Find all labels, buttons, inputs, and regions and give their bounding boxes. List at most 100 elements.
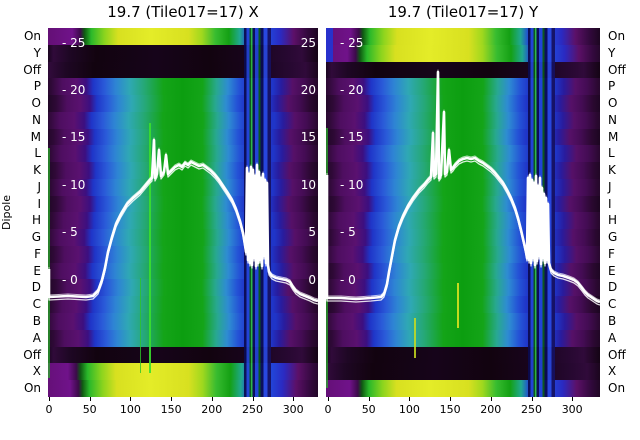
x-tick-label: 300 <box>282 403 304 416</box>
row-label-f: F <box>608 246 615 261</box>
accent-line <box>48 148 50 378</box>
accent-line <box>149 123 151 373</box>
response-curve-strand <box>48 137 318 300</box>
row-label-i: I <box>37 196 41 211</box>
row-label-on: On <box>608 381 626 396</box>
row-label-off: Off <box>23 347 41 362</box>
row-label-e: E <box>33 263 41 278</box>
row-label-c: C <box>608 297 617 312</box>
x-tick-mark <box>531 397 533 401</box>
dipole-labels-right: On Y Off P O N M L K J I H G F E D C B A Off X On <box>608 28 640 397</box>
inner-ytick-label: - 10 <box>62 178 86 192</box>
row-label-i: I <box>608 196 612 211</box>
inner-ytick-label: - 0 <box>62 273 78 287</box>
row-label-l: L <box>608 146 615 161</box>
row-label-h: H <box>608 213 618 228</box>
row-label-j: J <box>37 179 41 194</box>
inner-ytick-label: - 20 <box>340 83 364 97</box>
inner-ytick-label: - 15 <box>62 130 86 144</box>
panel-y-title: 19.7 (Tile017=17) Y <box>387 3 539 21</box>
edge-ytick-label: 15 <box>300 130 316 144</box>
row-label-j: J <box>608 179 612 194</box>
x-tick-label: 50 <box>82 403 97 416</box>
row-label-x: X <box>32 364 41 379</box>
x-tick-label: 100 <box>398 403 420 416</box>
x-tick-label: 0 <box>45 403 53 416</box>
row-label-k: K <box>608 163 616 178</box>
x-tick-label: 200 <box>201 403 223 416</box>
inner-ytick-label: - 15 <box>340 130 364 144</box>
response-curve-strand <box>48 142 318 305</box>
x-tick-label: 100 <box>119 403 141 416</box>
x-tick-mark <box>368 397 370 401</box>
inner-ytick-label: - 20 <box>62 83 86 97</box>
x-tick-mark <box>89 397 91 401</box>
x-tick-mark <box>130 397 132 401</box>
accent-line <box>414 318 416 358</box>
heatmap-panel-x: - 25 - 20 - 15 - 10 - 5 - 0 25 20 15 10 5 0 <box>48 28 318 397</box>
row-label-y: Y <box>33 45 41 60</box>
edge-ytick-label: 5 <box>308 225 316 239</box>
row-label-b: B <box>32 314 41 329</box>
inner-ytick-label: - 5 <box>62 225 78 239</box>
x-tick-label: 150 <box>439 403 461 416</box>
edge-ytick-label: 10 <box>300 178 316 192</box>
row-label-n: N <box>32 112 41 127</box>
x-tick-mark <box>328 397 329 401</box>
row-label-n: N <box>608 112 617 127</box>
row-label-off: Off <box>608 62 626 77</box>
x-tick-label: 300 <box>561 403 583 416</box>
x-tick-mark <box>450 397 452 401</box>
row-label-p: P <box>33 79 41 94</box>
row-label-o: O <box>608 96 618 111</box>
inner-ytick-label: - 25 <box>62 36 86 50</box>
x-tick-label: 50 <box>361 403 376 416</box>
row-label-off: Off <box>23 62 41 77</box>
row-label-g: G <box>31 230 41 245</box>
x-tick-label: 200 <box>480 403 502 416</box>
x-tick-mark <box>490 397 492 401</box>
x-tick-label: 0 <box>324 403 332 416</box>
heatmap-panel-y: - 25 - 20 - 15 - 10 - 5 - 0 <box>326 28 600 397</box>
x-tick-mark <box>211 397 213 401</box>
row-label-a: A <box>32 330 41 345</box>
response-curve-strand <box>48 138 318 303</box>
x-tick-label: 250 <box>521 403 542 416</box>
response-curve <box>48 137 318 305</box>
row-label-c: C <box>32 297 41 312</box>
accent-rect <box>326 28 333 62</box>
accent-line <box>140 278 141 373</box>
edge-ytick-label: 20 <box>300 83 316 97</box>
x-tick-label: 250 <box>242 403 263 416</box>
row-label-on: On <box>608 29 626 43</box>
row-label-m: M <box>30 129 41 144</box>
edge-ytick-label: 25 <box>300 36 316 50</box>
inner-ytick-label: - 0 <box>340 273 356 287</box>
row-label-on: On <box>23 29 41 43</box>
row-label-x: X <box>608 364 617 379</box>
row-label-k: K <box>33 163 41 178</box>
row-label-d: D <box>608 280 618 295</box>
inner-ytick-label: - 10 <box>340 178 364 192</box>
x-tick-mark <box>49 397 50 401</box>
response-curve-strand <box>326 70 600 304</box>
x-tick-mark <box>293 397 295 401</box>
row-label-a: A <box>608 330 617 345</box>
x-tick-mark <box>171 397 173 401</box>
response-curve <box>326 69 600 306</box>
x-tick-mark <box>572 397 574 401</box>
row-label-p: P <box>608 79 616 94</box>
accent-line <box>457 283 459 328</box>
inner-ytick-label: - 25 <box>340 36 364 50</box>
dipole-labels-left: On Y Off P O N M L K J I H G F E D C B A Off X On <box>0 28 41 397</box>
row-label-e: E <box>608 263 616 278</box>
row-label-o: O <box>31 96 41 111</box>
row-label-on: On <box>23 381 41 396</box>
row-label-l: L <box>34 146 41 161</box>
row-label-h: H <box>31 213 41 228</box>
inner-ytick-label: - 5 <box>340 225 356 239</box>
row-label-f: F <box>34 246 41 261</box>
x-tick-mark <box>409 397 411 401</box>
row-label-g: G <box>608 230 618 245</box>
